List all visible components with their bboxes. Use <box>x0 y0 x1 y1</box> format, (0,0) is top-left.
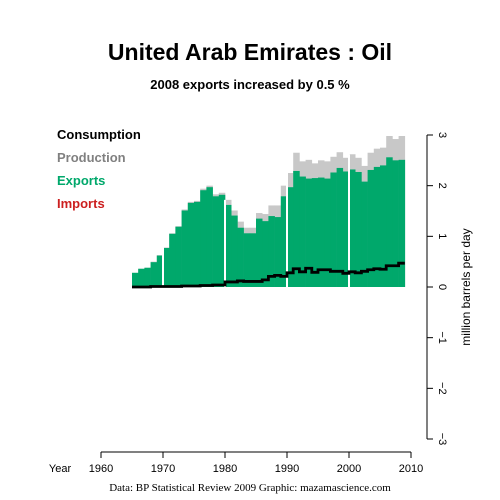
legend-item-imports: Imports <box>57 196 105 211</box>
y-tick-label: −1 <box>436 331 448 344</box>
chart-title: United Arab Emirates : Oil <box>107 39 393 65</box>
chart-subtitle: 2008 exports increased by 0.5 % <box>150 77 350 92</box>
exports-bar <box>342 171 350 287</box>
y-tick-label: 0 <box>436 284 448 290</box>
exports-bar <box>311 178 319 287</box>
x-tick-label: 2000 <box>337 463 361 475</box>
exports-bar <box>144 267 151 287</box>
exports-bar <box>293 170 300 287</box>
exports-bar <box>361 181 368 287</box>
exports-bar <box>380 165 387 287</box>
exports-bar <box>200 190 207 287</box>
y-axis-label: million barrels per day <box>459 228 473 345</box>
exports-bar <box>398 159 406 287</box>
x-tick-label: 1970 <box>151 463 175 475</box>
y-tick-label: −3 <box>436 433 448 446</box>
exports-bar <box>218 194 226 287</box>
x-tick-label: 1990 <box>275 463 299 475</box>
exports-bar <box>373 166 381 287</box>
data-credit: Data: BP Statistical Review 2009 Graphic… <box>109 482 391 494</box>
exports-bar <box>175 226 182 287</box>
exports-bar <box>187 202 195 287</box>
exports-bars <box>132 157 406 287</box>
x-tick-label: 1980 <box>213 463 237 475</box>
exports-bar <box>256 218 263 287</box>
y-tick-label: 3 <box>436 132 448 138</box>
exports-bar <box>138 268 145 287</box>
exports-bar <box>249 233 257 287</box>
exports-bar <box>206 187 213 287</box>
legend-item-consumption: Consumption <box>57 127 141 142</box>
exports-bar <box>268 216 275 287</box>
consumption-series <box>132 261 405 289</box>
exports-bar <box>237 227 244 287</box>
exports-bar <box>367 169 375 287</box>
exports-bar <box>349 169 356 287</box>
legend-item-production: Production <box>57 150 126 165</box>
x-axis: 1960 1970 1980 1990 2000 2010 Year <box>49 451 423 475</box>
exports-bar <box>318 177 325 287</box>
decade-markers <box>162 154 350 287</box>
exports-bar <box>132 272 139 287</box>
exports-bar <box>386 157 393 287</box>
x-axis-label: Year <box>49 463 72 475</box>
exports-bar <box>330 172 337 287</box>
exports-bar <box>280 196 288 287</box>
exports-bar <box>336 167 344 287</box>
exports-bar <box>231 215 238 287</box>
exports-bar <box>194 201 201 287</box>
legend: Consumption Production Exports Imports <box>57 127 141 219</box>
legend-item-exports: Exports <box>57 173 106 188</box>
exports-bar <box>299 176 306 287</box>
y-tick-label: 1 <box>436 233 448 239</box>
exports-bar <box>305 178 313 287</box>
exports-bar <box>150 262 158 287</box>
x-tick-label: 1960 <box>89 463 113 475</box>
exports-bar <box>262 221 269 287</box>
exports-bar <box>274 217 282 287</box>
consumption-line <box>132 261 405 289</box>
exports-bar <box>225 204 232 287</box>
x-tick-label: 2010 <box>399 463 423 475</box>
y-tick-label: 2 <box>436 183 448 189</box>
exports-bar <box>169 233 176 287</box>
exports-bar <box>212 196 220 287</box>
exports-bar <box>287 187 294 287</box>
exports-bar <box>355 171 362 287</box>
y-tick-label: −2 <box>436 382 448 395</box>
exports-bar <box>181 210 189 287</box>
exports-bar <box>324 178 331 287</box>
exports-bar <box>156 255 164 287</box>
y-axis: 3 2 1 0 −1 −2 −3 million barrels per day <box>426 132 473 446</box>
exports-bar <box>243 233 251 287</box>
exports-bar <box>392 160 399 287</box>
exports-bar <box>163 247 170 287</box>
